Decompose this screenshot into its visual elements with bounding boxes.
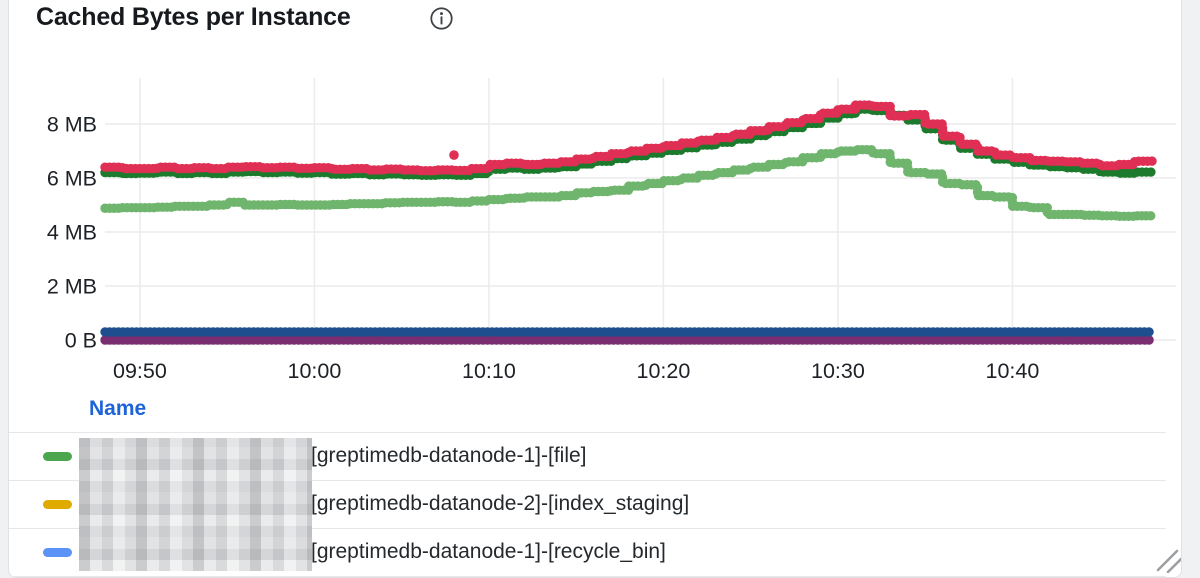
svg-text:4 MB: 4 MB [47, 221, 97, 245]
legend-header-row: Name [9, 391, 1166, 433]
series-color-marker [43, 548, 72, 557]
legend-row[interactable]: [greptimedb-datanode-1]-[recycle_bin] [9, 529, 1166, 577]
series-color-marker [43, 500, 72, 509]
legend-row[interactable]: [greptimedb-datanode-1]-[file] [9, 433, 1166, 481]
svg-text:6 MB: 6 MB [47, 167, 97, 191]
info-icon[interactable] [429, 6, 454, 31]
cached-bytes-panel: Cached Bytes per Instance Name [greptime… [8, 0, 1182, 578]
svg-text:10:30: 10:30 [811, 359, 865, 383]
svg-text:2 MB: 2 MB [47, 275, 97, 299]
svg-text:8 MB: 8 MB [47, 113, 97, 137]
legend-series-label[interactable]: [greptimedb-datanode-1]-[file] [311, 444, 587, 467]
svg-text:0 B: 0 B [65, 329, 97, 353]
svg-text:10:00: 10:00 [287, 359, 341, 383]
legend-name-column-header[interactable]: Name [89, 397, 147, 420]
redacted-pixelated-region [79, 438, 312, 571]
legend-series-label[interactable]: [greptimedb-datanode-2]-[index_staging] [311, 492, 690, 515]
legend-row[interactable]: [greptimedb-datanode-2]-[index_staging] [9, 481, 1166, 529]
svg-text:10:20: 10:20 [636, 359, 690, 383]
panel-resize-handle[interactable] [1153, 547, 1181, 574]
cached-bytes-chart[interactable]: 8 MB 6 MB 4 MB 2 MB 0 B 09:50 10:00 10:10 10:20 1… [0, 0, 1200, 392]
legend-series-label[interactable]: [greptimedb-datanode-1]-[recycle_bin] [311, 540, 666, 563]
svg-text:09:50: 09:50 [113, 359, 167, 383]
svg-text:10:10: 10:10 [462, 359, 516, 383]
panel-title: Cached Bytes per Instance [36, 3, 351, 31]
series-color-marker [43, 452, 72, 461]
svg-text:10:40: 10:40 [985, 359, 1039, 383]
